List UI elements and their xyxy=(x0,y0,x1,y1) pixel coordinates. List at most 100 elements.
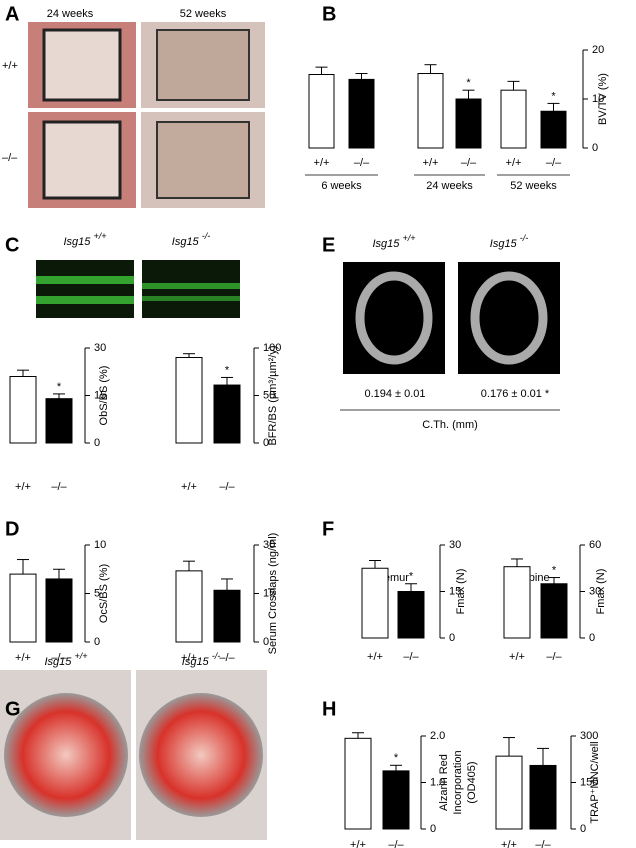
group-label: 24 weeks xyxy=(426,180,473,192)
genotype: -/- xyxy=(212,651,221,661)
group-label: 6 weeks xyxy=(321,180,362,192)
bar xyxy=(500,89,527,149)
x-tick-label: –/– xyxy=(546,157,562,169)
genotype: +/+ xyxy=(402,233,415,243)
bar xyxy=(175,570,203,643)
x-tick-label: –/– xyxy=(403,651,419,663)
gene: Isg15 xyxy=(64,236,94,248)
y-tick-label: 0 xyxy=(589,632,595,644)
x-tick-label: +/+ xyxy=(509,651,525,663)
x-tick-label: –/– xyxy=(546,651,562,663)
bar xyxy=(540,110,567,149)
y-tick-label: 15 xyxy=(94,389,106,401)
y-axis-label: ObS/BS (%) xyxy=(98,366,110,426)
x-tick-label: –/– xyxy=(461,157,477,169)
x-tick-label: –/– xyxy=(219,652,235,664)
x-tick-label: +/+ xyxy=(314,157,330,169)
column-label: 24 weeks xyxy=(47,8,94,20)
significance: * xyxy=(394,752,399,764)
image-label: Isg15 -/- xyxy=(182,651,220,668)
y-tick-label: 10 xyxy=(592,93,604,105)
bar xyxy=(417,73,444,149)
y-tick-label: 2.0 xyxy=(430,730,445,742)
x-tick-label: +/+ xyxy=(367,651,383,663)
panel-letter: A xyxy=(5,3,19,25)
y-tick-label: 0 xyxy=(94,636,100,648)
bar xyxy=(344,737,372,830)
image-label: Isg15 -/- xyxy=(172,231,210,248)
bar xyxy=(45,398,73,444)
bar xyxy=(540,583,568,639)
significance: * xyxy=(57,381,62,393)
bar xyxy=(175,357,203,444)
bar xyxy=(455,98,482,149)
y-axis-label: OcS/BS (%) xyxy=(98,564,110,623)
measurement: 0.176 ± 0.01 * xyxy=(481,388,550,400)
x-tick-label: +/+ xyxy=(181,481,197,493)
bar xyxy=(495,755,523,830)
y-tick-label: 30 xyxy=(449,539,461,551)
genotype: +/+ xyxy=(74,651,87,661)
panel-letter: E xyxy=(322,234,335,256)
y-tick-label: 0 xyxy=(449,632,455,644)
y-tick-label: 30 xyxy=(263,539,275,551)
panel-letter: D xyxy=(5,518,19,540)
y-axis-label: Fmax (N) xyxy=(455,569,467,615)
y-axis-label: BV/TV (%) xyxy=(597,73,609,125)
y-tick-label: 0 xyxy=(263,437,269,449)
gene: Isg15 xyxy=(45,656,75,668)
bar xyxy=(348,78,375,149)
y-tick-label: 300 xyxy=(580,730,598,742)
y-tick-label: 50 xyxy=(263,389,275,401)
bar xyxy=(213,589,241,643)
y-tick-label: 15 xyxy=(449,585,461,597)
panel-letter: G xyxy=(5,698,21,720)
bar xyxy=(529,764,557,830)
image-label: Isg15 -/- xyxy=(490,233,528,250)
y-tick-label: 0 xyxy=(263,636,269,648)
x-tick-label: +/+ xyxy=(15,481,31,493)
panel-letter: F xyxy=(322,518,334,540)
panel-letter: C xyxy=(5,234,19,256)
gene: Isg15 xyxy=(373,238,403,250)
gene: Isg15 xyxy=(182,656,212,668)
y-tick-label: 30 xyxy=(94,342,106,354)
panel-c-images xyxy=(36,260,240,318)
x-tick-label: +/+ xyxy=(506,157,522,169)
y-tick-label: 15 xyxy=(263,587,275,599)
y-axis-label: Alzarin Red xyxy=(438,754,450,811)
y-tick-label: 5 xyxy=(94,587,100,599)
y-axis-label: TRAP⁺MNC/well xyxy=(589,741,601,823)
y-tick-label: 60 xyxy=(589,539,601,551)
y-tick-label: 10 xyxy=(94,539,106,551)
bar xyxy=(213,384,241,444)
row-label: –/– xyxy=(2,152,18,164)
bar xyxy=(9,573,37,643)
bar xyxy=(361,567,389,639)
y-tick-label: 0 xyxy=(94,437,100,449)
x-tick-label: –/– xyxy=(51,481,67,493)
significance: * xyxy=(409,571,414,583)
panel-g-images xyxy=(0,670,267,840)
genotype: +/+ xyxy=(93,231,106,241)
image-label: Isg15 +/+ xyxy=(373,233,416,250)
y-axis-label: (OD405) xyxy=(466,761,478,803)
x-tick-label: +/+ xyxy=(350,839,366,848)
y-tick-label: 0 xyxy=(580,823,586,835)
x-tick-label: +/+ xyxy=(423,157,439,169)
y-tick-label: 30 xyxy=(589,585,601,597)
bar xyxy=(503,566,531,639)
x-tick-label: +/+ xyxy=(181,652,197,664)
x-tick-label: –/– xyxy=(388,839,404,848)
y-axis-label: BFR/BS (µm³/µm²/y) xyxy=(267,345,279,445)
column-label: 52 weeks xyxy=(180,8,227,20)
gene: Isg15 xyxy=(172,236,202,248)
panel-e-images xyxy=(340,262,560,411)
y-axis-label: Incorporation xyxy=(452,750,464,814)
y-tick-label: 20 xyxy=(592,44,604,56)
x-tick-label: –/– xyxy=(354,157,370,169)
panel-letter: H xyxy=(322,698,336,720)
group-label: 52 weeks xyxy=(510,180,557,192)
bar xyxy=(308,74,335,149)
